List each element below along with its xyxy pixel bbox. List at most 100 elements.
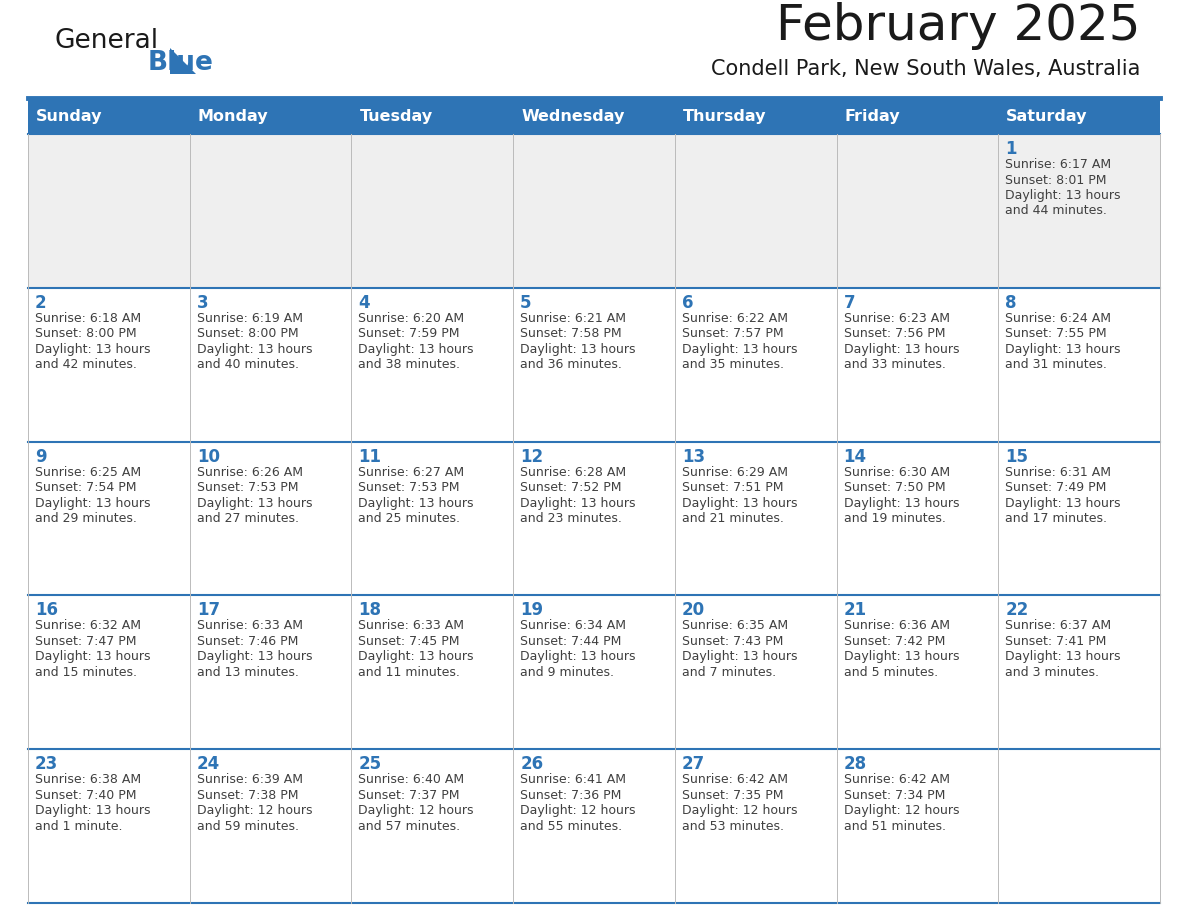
Bar xyxy=(29,98,1159,134)
Text: Sunrise: 6:32 AM: Sunrise: 6:32 AM xyxy=(34,620,141,633)
Text: 17: 17 xyxy=(197,601,220,620)
Text: February 2025: February 2025 xyxy=(776,2,1140,50)
Text: Daylight: 13 hours: Daylight: 13 hours xyxy=(843,650,959,664)
Bar xyxy=(29,442,1159,596)
Text: Sunrise: 6:26 AM: Sunrise: 6:26 AM xyxy=(197,465,303,478)
Text: Daylight: 13 hours: Daylight: 13 hours xyxy=(34,650,151,664)
Text: Sunset: 7:50 PM: Sunset: 7:50 PM xyxy=(843,481,946,494)
Text: Sunday: Sunday xyxy=(36,108,102,124)
Text: Sunset: 7:53 PM: Sunset: 7:53 PM xyxy=(359,481,460,494)
Text: Sunrise: 6:42 AM: Sunrise: 6:42 AM xyxy=(682,773,788,786)
Text: Sunrise: 6:21 AM: Sunrise: 6:21 AM xyxy=(520,312,626,325)
Text: 13: 13 xyxy=(682,448,704,465)
Text: Sunset: 7:44 PM: Sunset: 7:44 PM xyxy=(520,635,621,648)
Text: and 42 minutes.: and 42 minutes. xyxy=(34,358,137,371)
Text: Sunrise: 6:33 AM: Sunrise: 6:33 AM xyxy=(197,620,303,633)
Text: Daylight: 12 hours: Daylight: 12 hours xyxy=(197,804,312,817)
Text: Daylight: 13 hours: Daylight: 13 hours xyxy=(843,342,959,356)
Text: and 36 minutes.: and 36 minutes. xyxy=(520,358,623,371)
Text: 15: 15 xyxy=(1005,448,1029,465)
Text: Sunset: 7:45 PM: Sunset: 7:45 PM xyxy=(359,635,460,648)
Text: Daylight: 13 hours: Daylight: 13 hours xyxy=(682,342,797,356)
Text: Sunset: 7:58 PM: Sunset: 7:58 PM xyxy=(520,328,621,341)
Text: and 7 minutes.: and 7 minutes. xyxy=(682,666,776,679)
Text: Sunset: 7:35 PM: Sunset: 7:35 PM xyxy=(682,789,783,801)
Text: 12: 12 xyxy=(520,448,543,465)
Text: Sunrise: 6:28 AM: Sunrise: 6:28 AM xyxy=(520,465,626,478)
Text: and 51 minutes.: and 51 minutes. xyxy=(843,820,946,833)
Text: and 9 minutes.: and 9 minutes. xyxy=(520,666,614,679)
Text: and 13 minutes.: and 13 minutes. xyxy=(197,666,298,679)
Text: Sunrise: 6:36 AM: Sunrise: 6:36 AM xyxy=(843,620,949,633)
Text: Sunrise: 6:25 AM: Sunrise: 6:25 AM xyxy=(34,465,141,478)
Polygon shape xyxy=(170,48,196,74)
Text: and 25 minutes.: and 25 minutes. xyxy=(359,512,461,525)
Text: 26: 26 xyxy=(520,756,543,773)
Text: Daylight: 13 hours: Daylight: 13 hours xyxy=(197,650,312,664)
Text: Sunset: 7:52 PM: Sunset: 7:52 PM xyxy=(520,481,621,494)
Text: and 29 minutes.: and 29 minutes. xyxy=(34,512,137,525)
Text: Sunrise: 6:35 AM: Sunrise: 6:35 AM xyxy=(682,620,788,633)
Text: Sunset: 7:38 PM: Sunset: 7:38 PM xyxy=(197,789,298,801)
Text: Daylight: 13 hours: Daylight: 13 hours xyxy=(34,497,151,509)
Text: Sunset: 8:00 PM: Sunset: 8:00 PM xyxy=(197,328,298,341)
Text: Sunset: 7:55 PM: Sunset: 7:55 PM xyxy=(1005,328,1107,341)
Text: Sunset: 7:56 PM: Sunset: 7:56 PM xyxy=(843,328,946,341)
Text: Daylight: 13 hours: Daylight: 13 hours xyxy=(843,497,959,509)
Text: Sunset: 7:59 PM: Sunset: 7:59 PM xyxy=(359,328,460,341)
Text: Monday: Monday xyxy=(197,108,268,124)
Text: 21: 21 xyxy=(843,601,867,620)
Text: Daylight: 13 hours: Daylight: 13 hours xyxy=(359,497,474,509)
Text: 19: 19 xyxy=(520,601,543,620)
Text: Daylight: 12 hours: Daylight: 12 hours xyxy=(843,804,959,817)
Text: Sunrise: 6:31 AM: Sunrise: 6:31 AM xyxy=(1005,465,1111,478)
Text: Daylight: 12 hours: Daylight: 12 hours xyxy=(682,804,797,817)
Text: Sunset: 7:46 PM: Sunset: 7:46 PM xyxy=(197,635,298,648)
Text: and 5 minutes.: and 5 minutes. xyxy=(843,666,937,679)
Text: Sunrise: 6:20 AM: Sunrise: 6:20 AM xyxy=(359,312,465,325)
Text: 24: 24 xyxy=(197,756,220,773)
Text: and 31 minutes.: and 31 minutes. xyxy=(1005,358,1107,371)
Text: 8: 8 xyxy=(1005,294,1017,312)
Text: Sunrise: 6:17 AM: Sunrise: 6:17 AM xyxy=(1005,158,1112,171)
Text: Sunrise: 6:40 AM: Sunrise: 6:40 AM xyxy=(359,773,465,786)
Text: Sunset: 7:43 PM: Sunset: 7:43 PM xyxy=(682,635,783,648)
Text: Sunrise: 6:29 AM: Sunrise: 6:29 AM xyxy=(682,465,788,478)
Text: Sunset: 7:34 PM: Sunset: 7:34 PM xyxy=(843,789,944,801)
Text: Sunset: 7:40 PM: Sunset: 7:40 PM xyxy=(34,789,137,801)
Text: Daylight: 13 hours: Daylight: 13 hours xyxy=(682,497,797,509)
Text: Sunset: 7:36 PM: Sunset: 7:36 PM xyxy=(520,789,621,801)
Text: Friday: Friday xyxy=(845,108,901,124)
Text: Sunrise: 6:39 AM: Sunrise: 6:39 AM xyxy=(197,773,303,786)
Text: 3: 3 xyxy=(197,294,208,312)
Text: Daylight: 13 hours: Daylight: 13 hours xyxy=(1005,650,1120,664)
Text: Sunset: 7:54 PM: Sunset: 7:54 PM xyxy=(34,481,137,494)
Text: and 3 minutes.: and 3 minutes. xyxy=(1005,666,1099,679)
Text: Saturday: Saturday xyxy=(1006,108,1088,124)
Text: and 33 minutes.: and 33 minutes. xyxy=(843,358,946,371)
Text: Wednesday: Wednesday xyxy=(522,108,625,124)
Text: and 15 minutes.: and 15 minutes. xyxy=(34,666,137,679)
Text: 7: 7 xyxy=(843,294,855,312)
Text: 11: 11 xyxy=(359,448,381,465)
Text: General: General xyxy=(55,28,159,54)
Text: Daylight: 13 hours: Daylight: 13 hours xyxy=(359,342,474,356)
Text: and 57 minutes.: and 57 minutes. xyxy=(359,820,461,833)
Text: Sunset: 8:00 PM: Sunset: 8:00 PM xyxy=(34,328,137,341)
Text: Blue: Blue xyxy=(148,50,214,76)
Text: 18: 18 xyxy=(359,601,381,620)
Text: and 23 minutes.: and 23 minutes. xyxy=(520,512,623,525)
Text: Sunrise: 6:37 AM: Sunrise: 6:37 AM xyxy=(1005,620,1112,633)
Text: Daylight: 13 hours: Daylight: 13 hours xyxy=(1005,189,1120,202)
Text: Daylight: 12 hours: Daylight: 12 hours xyxy=(359,804,474,817)
Text: 14: 14 xyxy=(843,448,867,465)
Text: 2: 2 xyxy=(34,294,46,312)
Text: and 19 minutes.: and 19 minutes. xyxy=(843,512,946,525)
Text: Sunrise: 6:41 AM: Sunrise: 6:41 AM xyxy=(520,773,626,786)
Text: Sunrise: 6:30 AM: Sunrise: 6:30 AM xyxy=(843,465,949,478)
Text: 22: 22 xyxy=(1005,601,1029,620)
Text: Sunset: 7:53 PM: Sunset: 7:53 PM xyxy=(197,481,298,494)
Text: 28: 28 xyxy=(843,756,867,773)
Text: Daylight: 13 hours: Daylight: 13 hours xyxy=(520,650,636,664)
Text: and 1 minute.: and 1 minute. xyxy=(34,820,122,833)
